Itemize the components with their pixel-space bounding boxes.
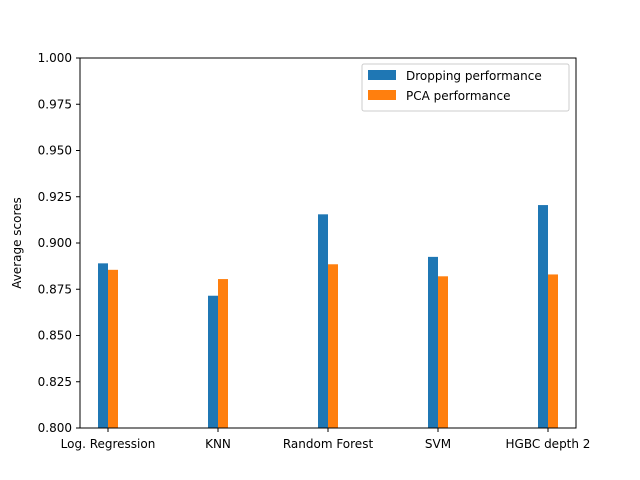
bar-dropping-1 xyxy=(208,295,218,428)
bar-pca-2 xyxy=(328,264,338,428)
y-tick-label: 1.000 xyxy=(38,51,72,65)
bar-pca-3 xyxy=(438,276,448,428)
bar-dropping-3 xyxy=(428,256,438,428)
y-axis: 0.800 0.825 0.850 0.875 0.900 0.925 0.950 0.975… xyxy=(38,51,80,435)
x-tick-label: Random Forest xyxy=(283,437,374,451)
y-tick-label: 0.825 xyxy=(38,375,72,389)
x-tick-label: Log. Regression xyxy=(61,437,156,451)
x-tick-label: SVM xyxy=(425,437,451,451)
bar-pca-4 xyxy=(548,274,558,428)
y-tick-label: 0.950 xyxy=(38,144,72,158)
y-tick-label: 0.800 xyxy=(38,421,72,435)
legend-swatch-dropping xyxy=(368,70,396,80)
bar-pca-1 xyxy=(218,279,228,428)
y-tick-label: 0.875 xyxy=(38,282,72,296)
legend-box xyxy=(361,63,570,112)
x-tick-label: KNN xyxy=(205,437,231,451)
legend-label-dropping: Dropping performance xyxy=(406,69,542,83)
bar-dropping-4 xyxy=(538,205,548,428)
legend-swatch-pca xyxy=(368,90,396,100)
plot-frame xyxy=(79,57,577,429)
bar-dropping-2 xyxy=(318,214,328,428)
y-tick-label: 0.850 xyxy=(38,329,72,343)
y-tick-label: 0.975 xyxy=(38,97,72,111)
y-axis-label: Average scores xyxy=(10,197,24,289)
x-axis: Log. Regression KNN Random Forest SVM HGBC d… xyxy=(61,428,591,451)
bar-pca-0 xyxy=(108,269,118,428)
x-tick-label: HGBC depth 2 xyxy=(506,437,591,451)
legend: Dropping performance PCA performance xyxy=(361,63,570,112)
bar-dropping-0 xyxy=(98,263,108,428)
bars-group xyxy=(98,205,558,428)
y-tick-label: 0.900 xyxy=(38,236,72,250)
legend-label-pca: PCA performance xyxy=(406,89,511,103)
y-tick-label: 0.925 xyxy=(38,190,72,204)
